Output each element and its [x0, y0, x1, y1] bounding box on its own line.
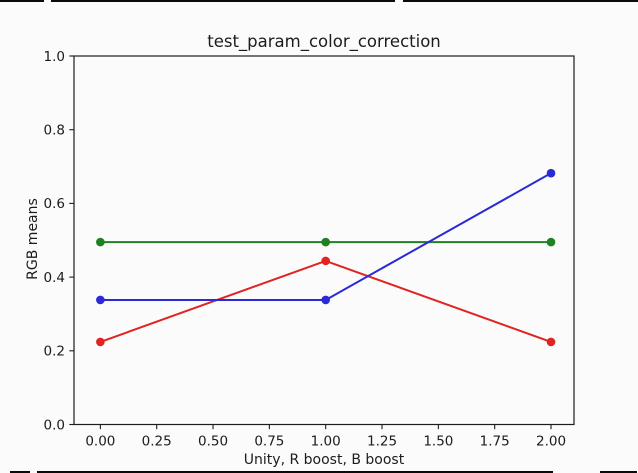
y-tick-label: 0.8: [44, 123, 65, 139]
x-axis-label: Unity, R boost, B boost: [243, 452, 405, 468]
scanline-artifact-top: [51, 0, 395, 2]
y-tick-label: 1.0: [44, 49, 65, 65]
blue-channel-mean-marker: [321, 295, 330, 305]
scanline-artifact-top: [0, 0, 44, 2]
axes-spines: [73, 55, 575, 426]
green-channel-mean-marker: [321, 237, 330, 247]
y-tick-label: 0.4: [44, 270, 65, 286]
x-tick-label: 0.75: [254, 434, 284, 450]
green-channel-mean-marker: [546, 237, 556, 247]
red-channel-mean-marker: [546, 337, 556, 347]
scanline-artifact-top: [403, 0, 638, 2]
x-tick-label: 0.25: [142, 434, 172, 450]
x-tick-label: 0.00: [85, 434, 115, 450]
scanline-artifact-bottom: [10, 471, 30, 473]
blue-channel-mean-marker: [546, 168, 556, 178]
scanline-artifact-bottom: [600, 471, 637, 473]
x-tick-label: 1.75: [480, 434, 510, 450]
scanline-artifact-bottom: [37, 471, 553, 473]
y-tick-label: 0.2: [44, 344, 65, 360]
y-axis-label: RGB means: [25, 198, 41, 280]
x-tick-label: 1.50: [423, 434, 453, 450]
red-channel-mean-marker: [321, 256, 330, 266]
y-tick-label: 0.0: [44, 417, 65, 433]
blue-channel-mean-marker: [96, 295, 105, 305]
x-tick-label: 2.00: [536, 434, 566, 450]
chart-title: test_param_color_correction: [207, 32, 441, 51]
x-tick-label: 1.25: [367, 434, 397, 450]
green-channel-mean-marker: [96, 237, 105, 247]
x-tick-label: 1.00: [311, 434, 341, 450]
y-tick-label: 0.6: [44, 196, 65, 212]
x-tick-label: 0.50: [198, 434, 228, 450]
red-channel-mean-marker: [96, 337, 105, 347]
blue-channel-mean-line: [99, 172, 553, 301]
